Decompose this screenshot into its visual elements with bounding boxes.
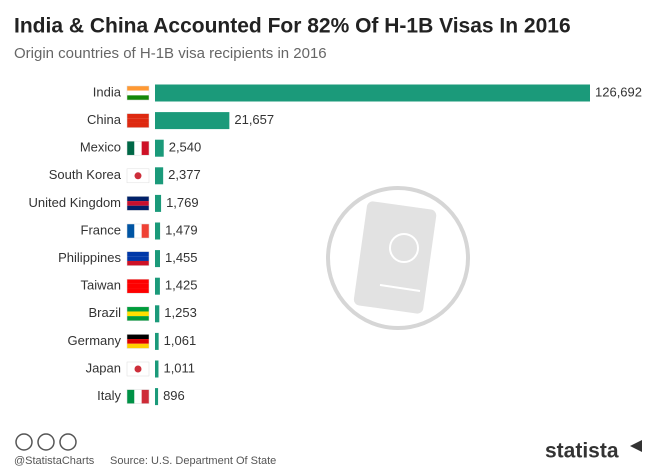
value-label: 1,455 (165, 250, 198, 265)
flag-border (126, 85, 150, 101)
category-label: France (81, 222, 121, 237)
flag-border (126, 251, 150, 266)
bar (155, 388, 159, 406)
category-label: Mexico (80, 140, 121, 155)
flag-stripe (127, 343, 149, 349)
flag-stripe (134, 141, 142, 156)
value-label: 1,061 (164, 333, 197, 348)
flag-stripe (141, 389, 150, 404)
logo: statista (545, 440, 619, 463)
value-label: 126,692 (595, 84, 642, 99)
logo-mark (630, 440, 642, 452)
flag-border (126, 113, 150, 128)
value-label: 21,657 (234, 112, 274, 127)
flag-stripe (127, 389, 135, 404)
flag-stripe (127, 205, 149, 211)
category-label: South Korea (49, 167, 122, 182)
value-label: 2,540 (169, 140, 202, 155)
flag-stripe (127, 251, 149, 257)
chart-title: India & China Accounted For 82% Of H-1B … (14, 15, 571, 38)
flag-stripe (127, 288, 149, 294)
flag-stripe (127, 86, 149, 91)
bar (155, 139, 164, 157)
flag-stripe (127, 178, 149, 183)
flag-stripe (127, 334, 149, 340)
flag-emblem (134, 365, 142, 373)
flag-border (126, 196, 150, 211)
flag-stripe (127, 362, 149, 367)
category-label: Brazil (88, 305, 121, 320)
bar (155, 305, 160, 323)
flag-border (126, 140, 150, 156)
passport-icon (326, 186, 470, 330)
category-label: Italy (97, 388, 121, 403)
flag-stripe (127, 283, 149, 289)
category-label: China (87, 112, 122, 127)
bar (155, 250, 160, 268)
flag-stripe (127, 122, 149, 128)
bar (155, 112, 230, 130)
chart-subtitle: Origin countries of H-1B visa recipients… (14, 45, 327, 62)
category-label: Philippines (58, 250, 121, 265)
flag-border (126, 306, 150, 322)
flag-stripe (141, 141, 150, 156)
bar (155, 332, 159, 350)
flag-stripe (127, 371, 149, 377)
category-label: India (93, 84, 122, 99)
bar (155, 277, 160, 295)
flag-stripe (127, 95, 149, 101)
flag-stripe (127, 196, 149, 202)
source: Source: U.S. Department Of State (110, 455, 276, 467)
value-label: 1,769 (166, 195, 199, 210)
flag-stripe (127, 90, 149, 96)
flag-stripe (127, 201, 149, 206)
value-label: 1,425 (165, 278, 198, 293)
bar (155, 360, 159, 378)
flag-border (126, 389, 150, 404)
value-label: 1,011 (163, 360, 195, 375)
flag-stripe (127, 224, 135, 238)
value-label: 896 (163, 388, 185, 403)
flag-stripe (127, 311, 149, 317)
bar (155, 222, 161, 240)
flag-stripe (127, 141, 135, 156)
flag-stripe (127, 316, 149, 321)
flag-stripe (127, 113, 149, 119)
flag-border (126, 361, 150, 377)
flag-emblem (134, 172, 142, 180)
cc-icons (15, 433, 77, 451)
bar (155, 84, 590, 102)
flag-stripe (127, 168, 149, 174)
category-label: Taiwan (81, 278, 121, 293)
flag-border (126, 223, 150, 239)
flag-stripe (127, 118, 149, 123)
category-label: Germany (68, 333, 122, 348)
flag-stripe (127, 256, 149, 261)
flag-border (126, 334, 150, 349)
flag-stripe (134, 224, 142, 238)
handle: @StatistaCharts (14, 455, 95, 467)
flag-stripe (141, 224, 150, 238)
bar (155, 167, 164, 185)
value-label: 1,479 (165, 222, 198, 237)
category-label: United Kingdom (29, 195, 122, 210)
category-label: Japan (86, 360, 121, 375)
flag-border (126, 278, 150, 294)
bar (155, 194, 162, 212)
flag-border (126, 168, 150, 184)
flag-stripe (127, 306, 149, 312)
flag-stripe (134, 389, 142, 404)
value-label: 1,253 (164, 305, 197, 320)
flag-stripe (127, 260, 149, 266)
value-label: 2,377 (168, 167, 201, 182)
flag-stripe (127, 339, 149, 344)
flag-stripe (127, 279, 149, 284)
